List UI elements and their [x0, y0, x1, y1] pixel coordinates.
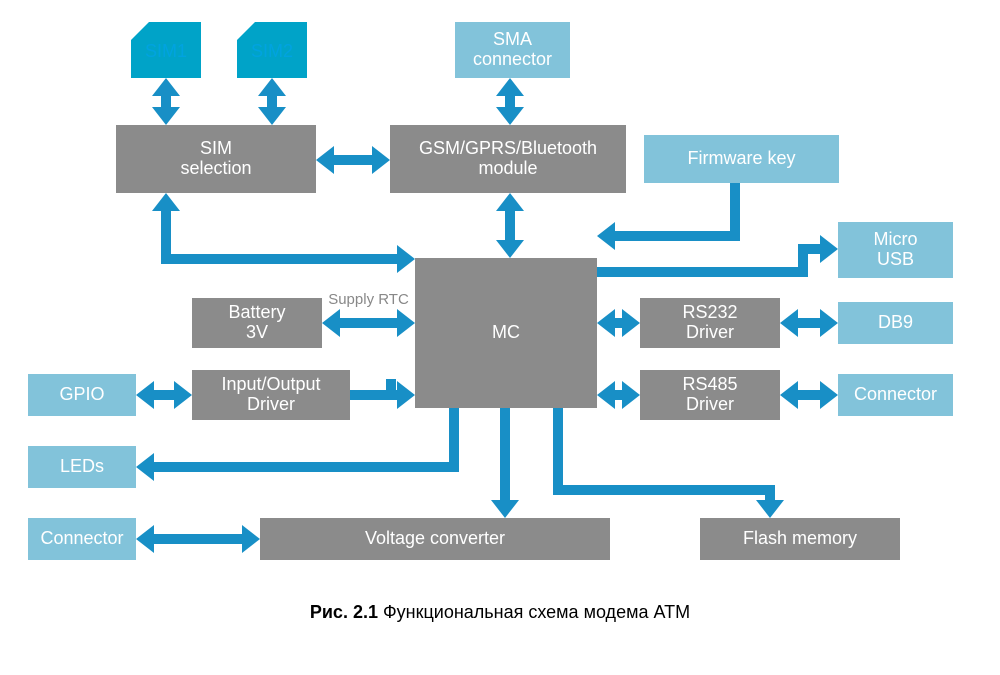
- node-io-label: Driver: [247, 394, 295, 414]
- node-rs232-label: RS232: [682, 302, 737, 322]
- node-flash-label: Flash memory: [743, 528, 857, 548]
- node-sma-label: SMA: [493, 29, 532, 49]
- node-volt-label: Voltage converter: [365, 528, 505, 548]
- svg-text:Supply RTC: Supply RTC: [328, 291, 409, 308]
- node-leds-label: LEDs: [60, 456, 104, 476]
- sim2-label: SIM2: [251, 41, 293, 61]
- node-gpio-label: GPIO: [59, 384, 104, 404]
- node-rs485-label: RS485: [682, 374, 737, 394]
- node-sma-label: connector: [473, 49, 552, 69]
- node-micro-label: Micro: [874, 229, 918, 249]
- node-micro-label: USB: [877, 249, 914, 269]
- node-conn_l-label: Connector: [40, 528, 123, 548]
- node-battery-label: 3V: [246, 322, 268, 342]
- node-battery-label: Battery: [228, 302, 285, 322]
- node-sim_sel-label: selection: [180, 158, 251, 178]
- node-fw-label: Firmware key: [687, 148, 795, 168]
- node-db9-label: DB9: [878, 312, 913, 332]
- figure-caption: Рис. 2.1 Функциональная схема модема ATM: [310, 602, 690, 622]
- sim1-label: SIM1: [145, 41, 187, 61]
- node-rs485-label: Driver: [686, 394, 734, 414]
- node-gsm-label: GSM/GPRS/Bluetooth: [419, 138, 597, 158]
- node-gsm-label: module: [478, 158, 537, 178]
- node-io-label: Input/Output: [221, 374, 320, 394]
- node-mc-label: MC: [492, 322, 520, 342]
- node-rs232-label: Driver: [686, 322, 734, 342]
- node-conn_r-label: Connector: [854, 384, 937, 404]
- node-sim_sel-label: SIM: [200, 138, 232, 158]
